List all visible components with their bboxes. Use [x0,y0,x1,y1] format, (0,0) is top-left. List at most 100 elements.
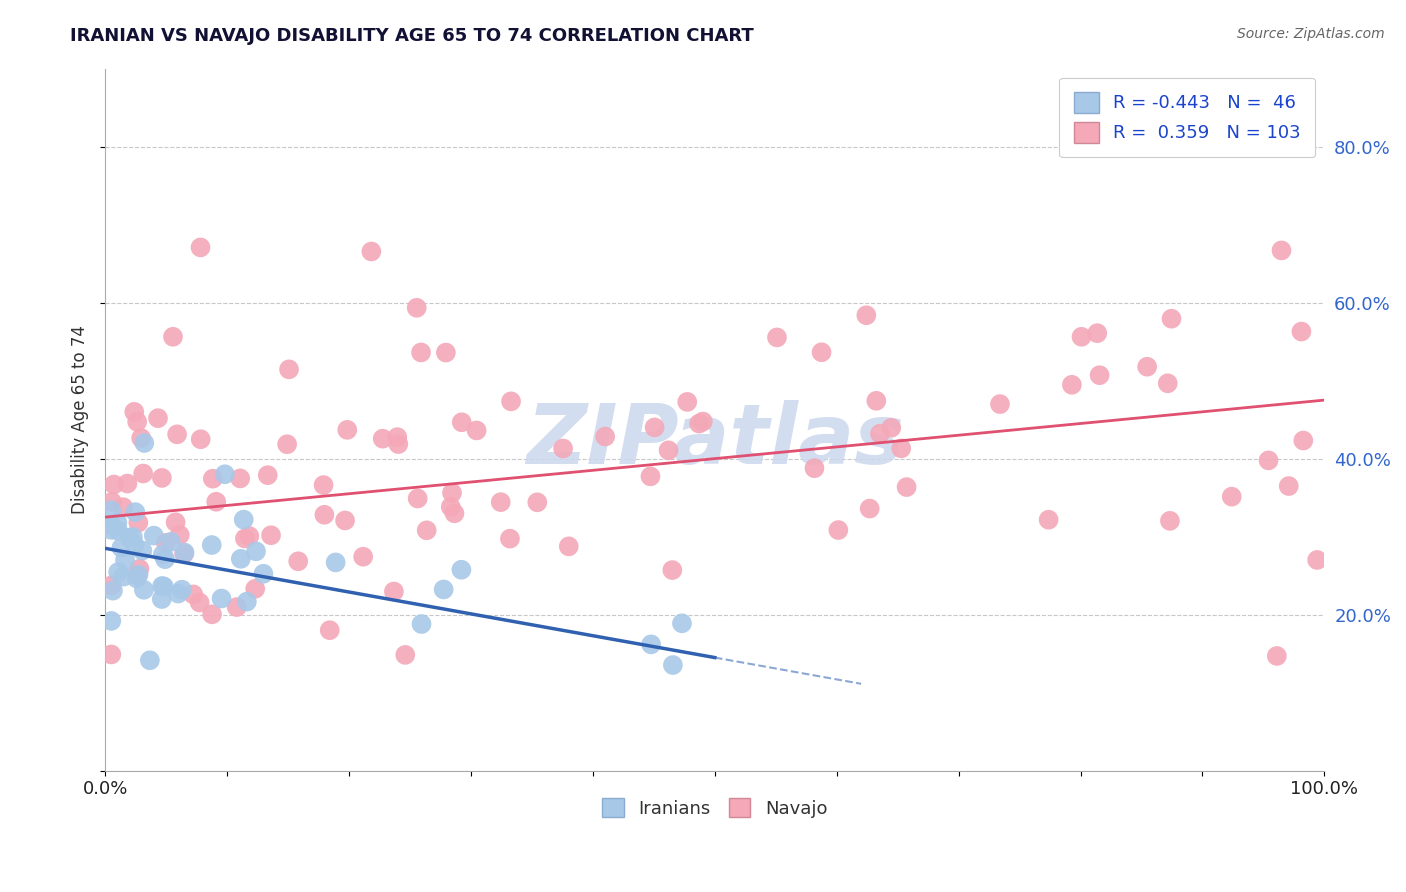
Point [1265,648,1288,663]
Point [312,478,335,492]
Point [125,571,148,585]
Point [827,523,849,537]
Point [100,523,122,537]
Point [558,540,581,554]
Point [676,395,699,409]
Point [167,586,190,600]
Point [260,528,283,542]
Point [127,568,149,582]
Point [314,508,336,522]
Point [169,528,191,542]
Point [190,432,212,446]
Point [988,397,1011,411]
Point [411,617,433,632]
Point [276,437,298,451]
Legend: Iranians, Navajo: Iranians, Navajo [595,791,835,825]
Point [112,500,135,515]
Point [640,469,662,483]
Point [150,471,173,485]
Point [1160,311,1182,326]
Point [1157,376,1180,391]
Point [433,582,456,597]
Point [371,432,394,446]
Point [114,553,136,567]
Point [415,524,437,538]
Point [382,584,405,599]
Point [165,515,187,529]
Point [103,477,125,491]
Point [890,442,912,456]
Point [150,579,173,593]
Point [190,240,212,254]
Point [1060,377,1083,392]
Point [688,417,710,431]
Point [662,658,685,673]
Point [100,614,122,628]
Point [101,583,124,598]
Point [499,532,522,546]
Point [146,411,169,425]
Point [409,345,432,359]
Point [1306,553,1329,567]
Point [232,513,254,527]
Point [101,495,124,509]
Point [170,582,193,597]
Point [238,529,260,543]
Point [225,600,247,615]
Point [1291,325,1313,339]
Point [100,578,122,592]
Point [526,495,548,509]
Point [441,486,464,500]
Point [129,431,152,445]
Point [245,582,267,596]
Y-axis label: Disability Age 65 to 74: Disability Age 65 to 74 [72,326,89,514]
Point [152,548,174,562]
Point [211,591,233,606]
Point [450,415,472,429]
Point [325,556,347,570]
Point [319,623,342,637]
Point [100,503,122,517]
Point [236,594,259,608]
Point [160,534,183,549]
Point [173,547,195,561]
Point [766,330,789,344]
Point [465,424,488,438]
Point [127,516,149,530]
Point [810,345,832,359]
Point [644,420,666,434]
Point [333,513,356,527]
Text: Source: ZipAtlas.com: Source: ZipAtlas.com [1237,27,1385,41]
Point [489,495,512,509]
Point [287,554,309,568]
Point [1159,514,1181,528]
Point [153,580,176,594]
Point [1088,368,1111,383]
Point [166,427,188,442]
Point [450,563,472,577]
Point [640,637,662,651]
Point [360,244,382,259]
Point [155,536,177,550]
Point [100,648,122,662]
Point [229,551,252,566]
Point [124,538,146,552]
Point [869,426,891,441]
Point [387,430,409,444]
Point [201,538,224,552]
Point [657,443,679,458]
Point [394,648,416,662]
Point [150,592,173,607]
Point [671,616,693,631]
Text: ZIPatlas: ZIPatlas [526,401,904,481]
Point [128,562,150,576]
Point [1136,359,1159,374]
Point [139,653,162,667]
Point [593,429,616,443]
Point [336,423,359,437]
Point [201,607,224,622]
Point [440,500,463,514]
Point [118,531,141,545]
Point [1292,434,1315,448]
Point [855,308,877,322]
